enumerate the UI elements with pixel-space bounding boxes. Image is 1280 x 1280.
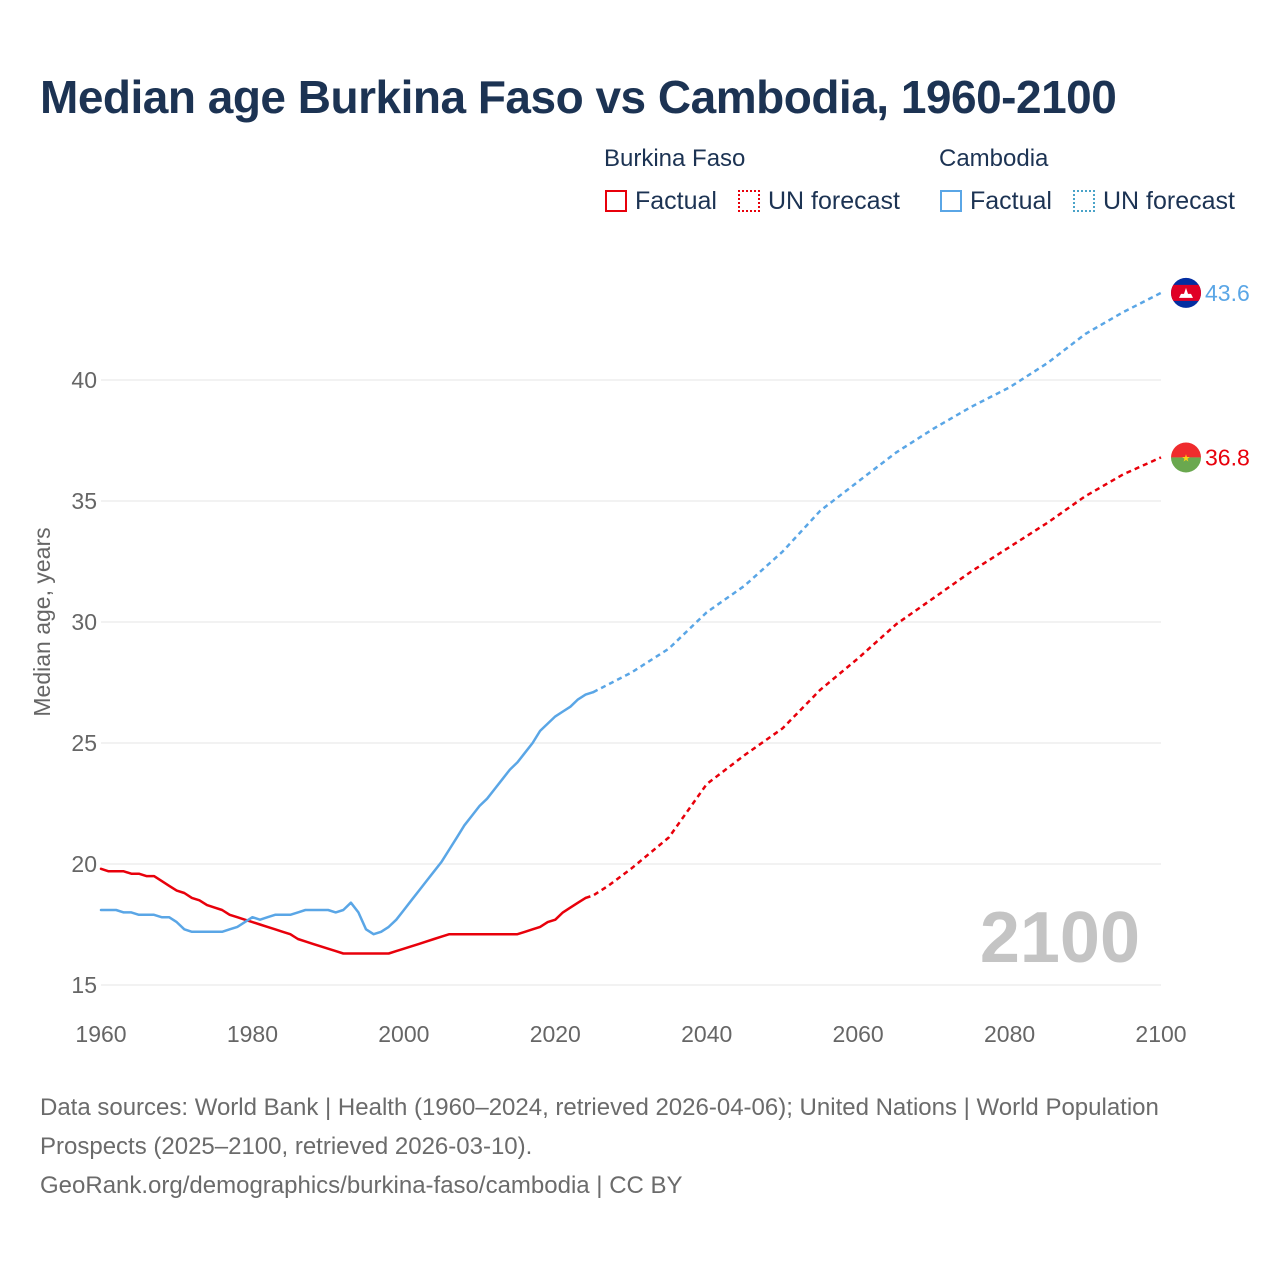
legend-label-burkina-faso-factual: Factual (635, 186, 717, 215)
series-line-burkina-faso-factual (99, 867, 587, 955)
legend-swatch-cambodia-forecast (1073, 190, 1095, 212)
series-line-cambodia-factual (99, 690, 595, 936)
burkina-faso-flag-green (1171, 457, 1201, 473)
legend-swatch-burkina-faso-forecast (738, 190, 760, 212)
x-tick-label-2080: 2080 (984, 1021, 1035, 1047)
cambodia-flag-temple (1179, 287, 1193, 298)
y-tick-label-20: 20 (71, 851, 97, 877)
x-tick-label-2020: 2020 (530, 1021, 581, 1047)
burkina-faso-flag-red (1171, 442, 1201, 458)
footer: Data sources: World Bank | Health (1960–… (40, 1088, 1240, 1205)
cambodia-flag-marker (1171, 277, 1201, 308)
legend-item-cambodia-factual[interactable]: Factual (940, 186, 1052, 216)
chart-title: Median age Burkina Faso vs Cambodia, 196… (40, 71, 1117, 123)
y-tick-label-30: 30 (71, 609, 97, 635)
y-tick-label-25: 25 (71, 730, 97, 756)
burkina-faso-flag-star-icon: ★ (1182, 453, 1191, 464)
footer-sources: Data sources: World Bank | Health (1960–… (40, 1094, 1159, 1160)
legend-label-cambodia-factual: Factual (970, 186, 1052, 215)
legend-label-burkina-faso-forecast: UN forecast (768, 186, 900, 215)
footer-attribution[interactable]: GeoRank.org/demographics/burkina-faso/ca… (40, 1172, 683, 1199)
burkina-faso-flag-marker: ★ (1171, 442, 1201, 473)
legend-item-burkina-faso-factual[interactable]: Factual (605, 186, 717, 216)
x-tick-label-2100: 2100 (1135, 1021, 1186, 1047)
cambodia-flag-body (1171, 277, 1201, 308)
legend-label-cambodia-forecast: UN forecast (1103, 186, 1235, 215)
burkina-faso-flag-body: ★ (1171, 442, 1201, 473)
legend-group-title-burkina-faso: Burkina Faso (604, 145, 746, 172)
y-tick-label-35: 35 (71, 488, 97, 514)
x-tick-label-2000: 2000 (378, 1021, 429, 1047)
x-tick-label-1960: 1960 (75, 1021, 126, 1047)
legend-swatch-burkina-faso-factual (605, 190, 627, 212)
series-line-burkina-faso-forecast (585, 456, 1162, 900)
legend-group-title-cambodia: Cambodia (939, 145, 1049, 172)
y-tick-label-40: 40 (71, 367, 97, 393)
x-tick-label-1980: 1980 (227, 1021, 278, 1047)
burkina-faso-end-value-label: 36.8 (1205, 444, 1250, 470)
legend-item-burkina-faso-forecast[interactable]: UN forecast (738, 186, 900, 216)
y-tick-label-15: 15 (71, 972, 97, 998)
x-tick-label-2060: 2060 (833, 1021, 884, 1047)
y-axis-label: Median age, years (29, 527, 55, 716)
x-tick-label-2040: 2040 (681, 1021, 732, 1047)
cambodia-end-value-label: 43.6 (1205, 280, 1250, 306)
series-line-cambodia-forecast (592, 291, 1162, 694)
legend-swatch-cambodia-factual (940, 190, 962, 212)
current-year-watermark: 2100 (980, 898, 1140, 978)
legend-item-cambodia-forecast[interactable]: UN forecast (1073, 186, 1235, 216)
